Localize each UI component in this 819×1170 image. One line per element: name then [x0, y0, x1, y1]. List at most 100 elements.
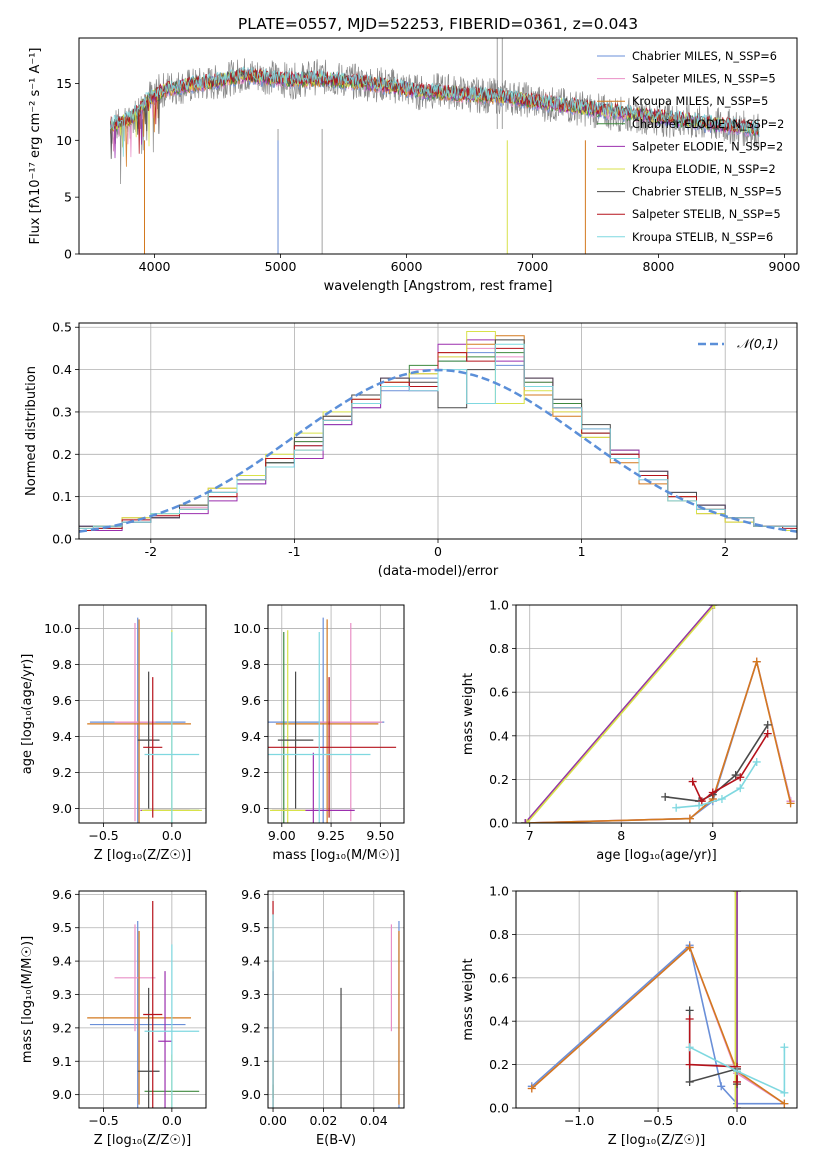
spectrum-legend: Chabrier MILES, N_SSP=6 Salpeter MILES, N… [597, 50, 784, 244]
x-tick-label: 0.0 [162, 828, 182, 843]
plot-area-weight-vs-z [527, 891, 789, 1108]
y-tick-label: 0.0 [489, 816, 509, 831]
y-tick-label: 0.5 [52, 320, 72, 335]
x-tick-label: 5000 [265, 259, 297, 274]
y-tick-label: 0.1 [52, 489, 72, 504]
weight-marker [685, 1043, 694, 1052]
errorbar-point [137, 671, 160, 809]
weight-marker [780, 1099, 789, 1108]
weight-series-line [525, 658, 792, 823]
y-tick-label: 9.8 [241, 657, 261, 672]
y-tick-label: 9.1 [241, 1054, 261, 1069]
plot-area-mass-vs-z [87, 901, 200, 1108]
weight-marker [685, 814, 694, 823]
errorbar-point [87, 619, 191, 823]
weight-marker [521, 819, 530, 823]
y-tick-label: 9.4 [52, 729, 72, 744]
x-tick-label: 2 [721, 544, 729, 559]
errorbar-point [144, 944, 200, 1108]
y-tick-label: 0.4 [489, 728, 509, 743]
errorbar-point [319, 623, 383, 822]
weight-marker [672, 803, 681, 812]
x-axis-label: E(B-V) [316, 1133, 356, 1148]
y-tick-label: 0.2 [489, 1057, 509, 1072]
axes-weight-vs-z: −1.0 −0.5 0.0 0.0 0.2 0.4 0.6 0.8 1.0 Z [log₁₀(Z/… [461, 884, 798, 1148]
errorbar-point [268, 632, 371, 823]
y-tick-label: 9.0 [241, 1087, 261, 1102]
legend-label: Kroupa MILES, N_SSP=5 [632, 95, 768, 108]
y-axis-label: Flux [fλ10⁻¹⁷ erg cm⁻² s⁻¹ A⁻¹] [28, 48, 43, 245]
weight-marker [731, 1104, 740, 1108]
legend-label: Salpeter MILES, N_SSP=5 [632, 73, 776, 86]
axes-frame [78, 890, 207, 1109]
y-tick-label: 9.0 [241, 801, 261, 816]
weight-marker [717, 795, 726, 804]
x-tick-label: 0 [434, 544, 442, 559]
axes-age-vs-z: −0.5 0.0 9.0 9.2 9.4 9.6 9.8 10.0 Z [log₁₀(Z/Z☉)… [20, 604, 207, 863]
weight-marker [522, 819, 531, 823]
weight-marker [710, 605, 719, 609]
y-tick-label: 0.4 [52, 362, 72, 377]
y-tick-label: 1.0 [489, 884, 509, 899]
axes-frame [78, 604, 207, 824]
x-axis-label: mass [log₁₀(M/M☉)] [272, 848, 399, 863]
y-tick-label: 0.0 [489, 1101, 509, 1116]
axes-mass-vs-z: −0.5 0.0 9.0 9.1 9.2 9.3 9.4 9.5 9.6 Z [log₁₀(Z/Z… [20, 887, 207, 1148]
weight-marker [763, 720, 772, 729]
legend-label: Chabrier MILES, N_SSP=6 [632, 50, 777, 63]
weight-marker [685, 1006, 694, 1015]
errorbar-point [143, 677, 163, 818]
plot-area-mass-vs-ebv [272, 901, 400, 1108]
errorbar-point [89, 921, 186, 1108]
legend-label: Chabrier ELODIE, N_SSP=2 [632, 118, 784, 131]
y-tick-label: 9.5 [241, 920, 261, 935]
errorbar-point [114, 924, 156, 1032]
axes-mass-vs-ebv: 0.00 0.02 0.04 9.0 9.1 9.2 9.3 9.4 9.5 9.6 E(B-V) [241, 887, 405, 1148]
errorbar-point [144, 632, 200, 823]
model-spectrum-line [110, 65, 760, 157]
errorbar-point [275, 619, 379, 823]
axes-frame [267, 604, 405, 824]
weight-marker [731, 771, 740, 780]
errorbar-point [269, 630, 306, 823]
x-tick-label: -1 [288, 544, 300, 559]
x-tick-label: 7 [526, 828, 534, 843]
weight-marker [736, 773, 745, 782]
y-tick-label: 9.0 [52, 1087, 72, 1102]
y-tick-label: 10.0 [44, 621, 72, 636]
weight-marker [685, 1077, 694, 1086]
y-tick-label: 9.2 [52, 1020, 72, 1035]
y-axis-label: Normed distribution [24, 366, 39, 496]
weight-marker [733, 891, 742, 895]
weight-marker [752, 657, 761, 666]
weight-marker [752, 757, 761, 766]
weight-marker [717, 1082, 726, 1091]
x-tick-label: 9.50 [366, 828, 394, 843]
y-tick-label: 0.6 [489, 970, 509, 985]
legend-label: Salpeter ELODIE, N_SSP=2 [632, 140, 783, 153]
weight-marker [786, 799, 795, 808]
weight-series-line [531, 946, 785, 1105]
weight-marker [685, 943, 694, 952]
x-tick-label: 0.0 [162, 1113, 182, 1128]
normal-curve [79, 368, 797, 533]
y-tick-label: 9.2 [241, 1020, 261, 1035]
x-tick-label: 8 [617, 828, 625, 843]
y-tick-label: 1.0 [489, 598, 509, 613]
weight-series-line [525, 658, 792, 823]
weight-marker [688, 777, 697, 786]
y-tick-label: 9.2 [52, 765, 72, 780]
x-axis-label: age [log₁₀(age/yr)] [596, 848, 717, 863]
y-axis-label: mass [log₁₀(M/M☉)] [20, 936, 35, 1063]
y-tick-label: 9.4 [52, 954, 72, 969]
weight-series-line [525, 658, 792, 823]
axes-frame [267, 890, 405, 1109]
y-tick-label: 9.3 [52, 987, 72, 1002]
axes-residuals: -2 -1 0 1 2 0.0 0.1 0.2 0.3 0.4 0.5 (data-model)/er… [24, 320, 798, 579]
y-tick-label: 0.8 [489, 927, 509, 942]
weight-marker [685, 1015, 694, 1024]
y-tick-label: 9.0 [52, 801, 72, 816]
y-tick-label: 9.8 [52, 657, 72, 672]
y-tick-label: 9.6 [241, 887, 261, 902]
